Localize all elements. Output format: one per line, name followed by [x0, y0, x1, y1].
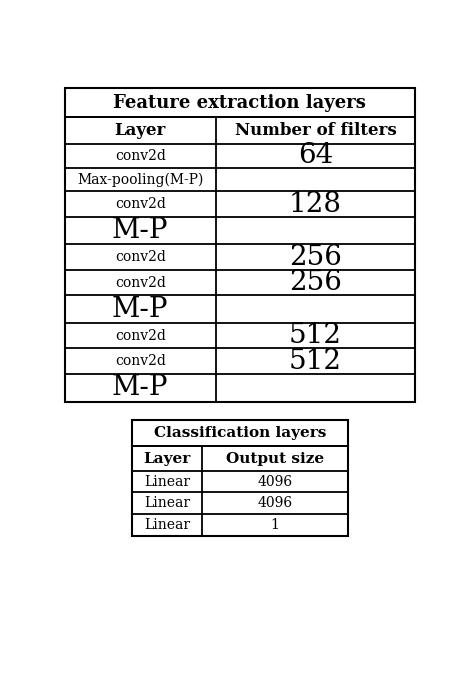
Text: conv2d: conv2d [115, 354, 166, 368]
Text: Linear: Linear [144, 475, 190, 489]
Text: 256: 256 [289, 269, 342, 296]
Text: 256: 256 [289, 244, 342, 271]
Text: M-P: M-P [112, 217, 168, 244]
Text: Linear: Linear [144, 496, 190, 510]
Text: conv2d: conv2d [115, 250, 166, 264]
Text: conv2d: conv2d [115, 329, 166, 342]
Text: 4096: 4096 [257, 475, 292, 489]
Text: Number of filters: Number of filters [234, 122, 396, 139]
Text: conv2d: conv2d [115, 276, 166, 290]
Text: 1: 1 [271, 518, 279, 532]
Text: 128: 128 [289, 191, 342, 218]
Text: 64: 64 [298, 143, 333, 169]
Text: Feature extraction layers: Feature extraction layers [113, 94, 366, 112]
Text: Output size: Output size [226, 452, 324, 466]
Bar [65, 88, 415, 118]
Bar [65, 118, 415, 143]
Text: Linear: Linear [144, 518, 190, 532]
Text: Max-pooling(M-P): Max-pooling(M-P) [77, 173, 204, 187]
Text: M-P: M-P [112, 374, 168, 401]
Text: Layer: Layer [143, 452, 190, 466]
Text: conv2d: conv2d [115, 197, 166, 211]
Bar [132, 420, 348, 446]
Text: M-P: M-P [112, 296, 168, 323]
Text: 512: 512 [289, 322, 342, 349]
Text: conv2d: conv2d [115, 149, 166, 163]
Bar [65, 88, 415, 402]
Bar [132, 420, 348, 535]
Bar [132, 446, 348, 470]
Text: Classification layers: Classification layers [154, 426, 326, 440]
Text: 4096: 4096 [257, 496, 292, 510]
Text: 512: 512 [289, 347, 342, 374]
Text: Layer: Layer [115, 122, 166, 139]
